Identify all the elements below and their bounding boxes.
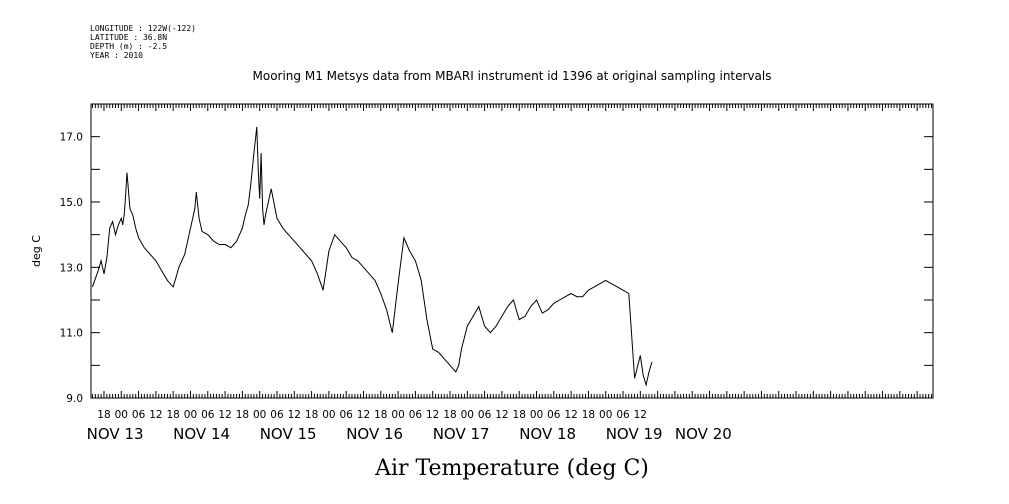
- x-hour-label: 06: [547, 409, 561, 421]
- x-hour-label: 18: [236, 409, 249, 421]
- x-hour-label: 18: [305, 409, 318, 421]
- x-hour-label: 00: [530, 409, 543, 421]
- x-date-label: NOV 19: [606, 425, 663, 443]
- y-axis-label: deg C: [30, 235, 43, 267]
- x-minor-ticks: [91, 104, 933, 398]
- x-hour-label: 12: [564, 409, 577, 421]
- x-date-label: NOV 15: [260, 425, 317, 443]
- x-hour-label: 06: [340, 409, 354, 421]
- chart-title: Mooring M1 Metsys data from MBARI instru…: [253, 69, 772, 83]
- x-axis-label: Air Temperature (deg C): [374, 456, 649, 481]
- x-hour-label: 12: [149, 409, 162, 421]
- x-hour-label: 12: [426, 409, 439, 421]
- x-hour-label: 06: [616, 409, 630, 421]
- x-hour-label: 00: [391, 409, 404, 421]
- x-date-label: NOV 13: [87, 425, 144, 443]
- x-hour-label: 00: [115, 409, 128, 421]
- temperature-series-line: [91, 126, 653, 387]
- x-hour-label: 12: [495, 409, 508, 421]
- x-date-label: NOV 14: [173, 425, 230, 443]
- x-hour-label: 06: [270, 409, 284, 421]
- x-hour-tick-labels: 18 00 06 12 18 00 06 12 18 00 06 12 18 00 06 12 18 00 06 12…: [97, 409, 647, 421]
- x-date-label: NOV 20: [675, 425, 732, 443]
- x-hour-label: 00: [461, 409, 474, 421]
- x-hour-label: 18: [97, 409, 110, 421]
- x-hour-label: 18: [513, 409, 526, 421]
- x-hour-label: 12: [288, 409, 301, 421]
- x-hour-label: 18: [443, 409, 456, 421]
- x-hour-label: 18: [374, 409, 387, 421]
- x-hour-label: 06: [409, 409, 423, 421]
- x-hour-label: 00: [253, 409, 266, 421]
- x-date-label: NOV 17: [433, 425, 490, 443]
- x-hour-label: 06: [478, 409, 492, 421]
- x-hour-label: 18: [166, 409, 179, 421]
- y-tick-label: 13.0: [60, 262, 83, 274]
- x-hour-label: 12: [634, 409, 647, 421]
- x-hour-label: 06: [201, 409, 215, 421]
- y-tick-label: 17.0: [60, 132, 83, 144]
- plot-frame: [90, 103, 934, 399]
- x-hour-label: 00: [322, 409, 335, 421]
- latitude-label: LATITUDE : 36.8N: [90, 33, 167, 42]
- y-axis-ticks: 9.0 11.0 13.0 15.0 17.0: [60, 103, 933, 405]
- x-date-label: NOV 16: [346, 425, 403, 443]
- longitude-label: LONGITUDE : 122W(-122): [90, 24, 196, 33]
- year-label: YEAR : 2010: [90, 51, 143, 60]
- y-tick-label: 11.0: [60, 328, 83, 340]
- y-tick-label: 9.0: [66, 393, 83, 405]
- x-hour-label: 18: [582, 409, 595, 421]
- x-hour-label: 12: [218, 409, 231, 421]
- y-tick-label: 15.0: [60, 197, 83, 209]
- depth-label: DEPTH (m) : -2.5: [90, 42, 167, 51]
- x-hour-label: 00: [184, 409, 197, 421]
- x-hour-label: 06: [132, 409, 146, 421]
- x-hour-label: 12: [357, 409, 370, 421]
- x-date-labels: NOV 13 NOV 14 NOV 15 NOV 16 NOV 17 NOV 18 NOV …: [87, 425, 732, 443]
- x-hour-label: 00: [599, 409, 612, 421]
- x-date-label: NOV 18: [519, 425, 576, 443]
